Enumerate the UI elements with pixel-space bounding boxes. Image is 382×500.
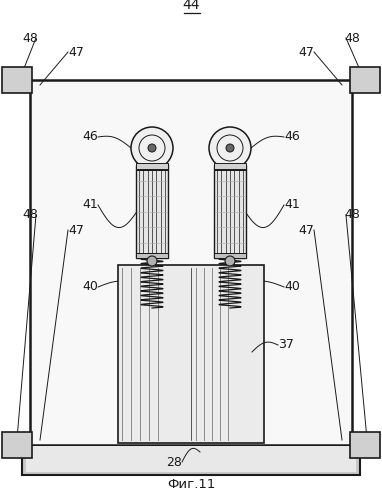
Circle shape <box>148 144 156 152</box>
Bar <box>214 165 246 258</box>
Text: 46: 46 <box>82 130 98 143</box>
Text: 44: 44 <box>182 0 200 12</box>
Bar <box>136 163 168 169</box>
Text: 48: 48 <box>344 32 360 44</box>
Text: Фиг.11: Фиг.11 <box>167 478 215 490</box>
Bar <box>350 67 380 93</box>
Bar <box>214 165 246 170</box>
Text: 48: 48 <box>344 208 360 222</box>
Circle shape <box>147 256 157 266</box>
Text: 47: 47 <box>298 46 314 59</box>
Bar <box>214 163 246 169</box>
Bar <box>2 67 32 93</box>
Text: 40: 40 <box>284 280 300 293</box>
Circle shape <box>209 127 251 169</box>
Bar <box>2 432 32 458</box>
Bar <box>26 446 356 472</box>
Bar <box>136 165 168 258</box>
Text: 41: 41 <box>82 198 98 211</box>
Bar <box>350 432 380 458</box>
Text: 37: 37 <box>278 338 294 351</box>
Bar <box>214 253 246 258</box>
Text: 47: 47 <box>298 224 314 236</box>
Text: 47: 47 <box>68 46 84 59</box>
Bar <box>118 265 264 443</box>
Text: 48: 48 <box>22 32 38 44</box>
Bar <box>22 443 360 475</box>
Text: 40: 40 <box>82 280 98 293</box>
Text: 48: 48 <box>22 208 38 222</box>
Bar <box>30 80 352 445</box>
Circle shape <box>225 256 235 266</box>
Text: 47: 47 <box>68 224 84 236</box>
Bar <box>136 165 168 170</box>
Circle shape <box>131 127 173 169</box>
Bar <box>136 253 168 258</box>
Text: 28: 28 <box>166 456 182 468</box>
Circle shape <box>226 144 234 152</box>
Text: 41: 41 <box>284 198 300 211</box>
Text: 46: 46 <box>284 130 300 143</box>
